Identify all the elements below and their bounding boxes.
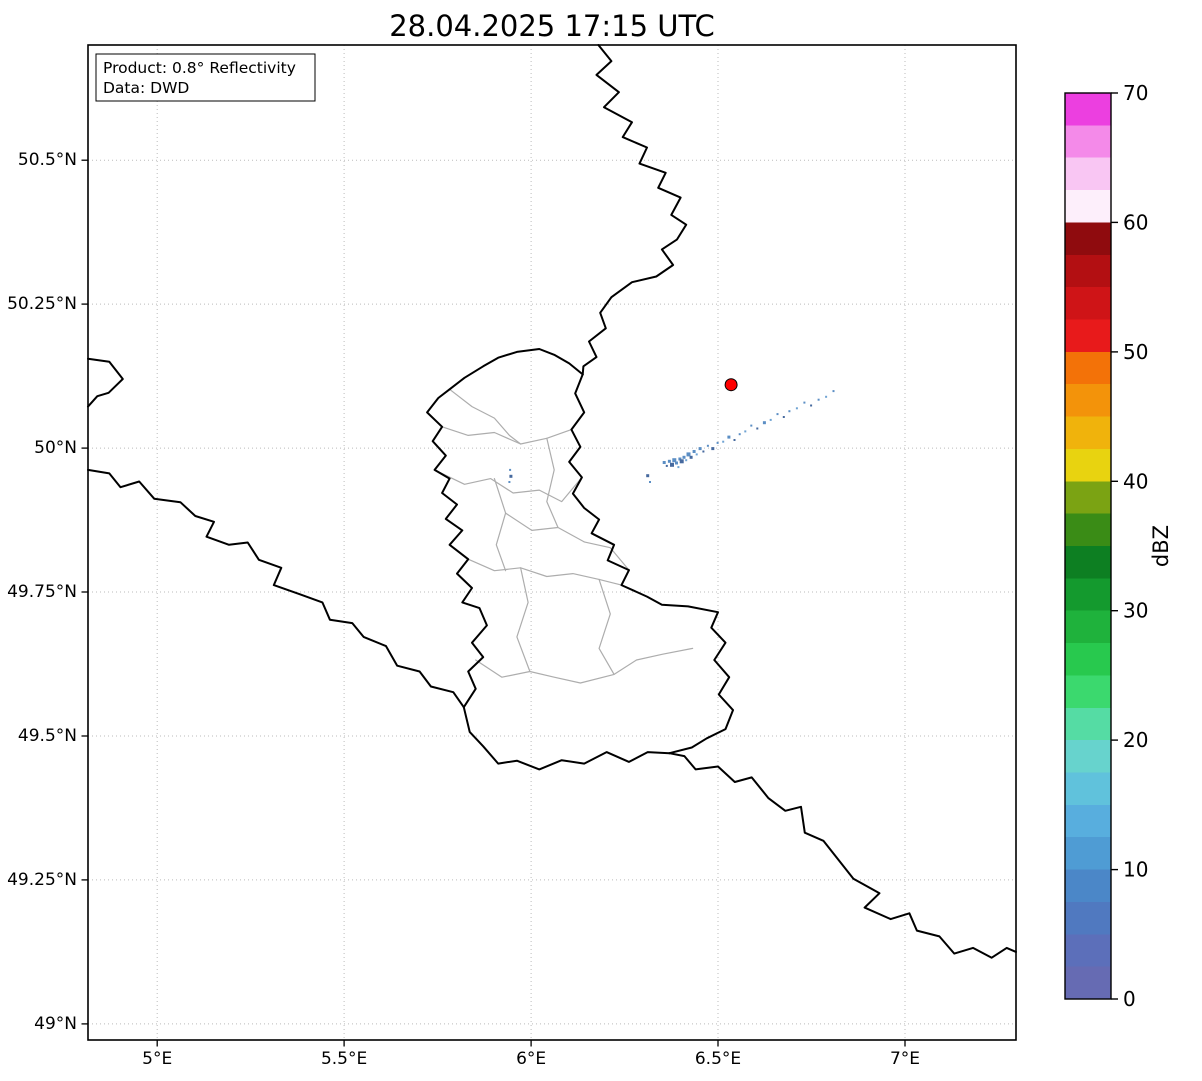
- annotation-source: Data: DWD: [103, 79, 189, 97]
- figure-title: 28.04.2025 17:15 UTC: [389, 9, 715, 43]
- radar-echo: [782, 416, 785, 418]
- radar-echo: [665, 464, 668, 467]
- canton-border: [583, 541, 630, 571]
- canton-border: [475, 647, 694, 684]
- radar-echo: [662, 461, 666, 464]
- colorbar-axis-label: dBZ: [1149, 525, 1173, 567]
- colorbar: [1064, 92, 1112, 1000]
- canton-border: [467, 558, 623, 586]
- radar-site-marker: [724, 378, 738, 392]
- radar-echo: [509, 468, 512, 471]
- y-tick-label: 50.25°N: [7, 294, 77, 314]
- y-tick-label: 49°N: [34, 1014, 77, 1034]
- radar-echo: [817, 398, 820, 401]
- canton-border: [546, 437, 585, 543]
- canton-border: [449, 388, 522, 445]
- colorbar-tick-label: 30: [1123, 599, 1148, 623]
- x-tick-label: 6.5°E: [695, 1049, 741, 1069]
- colorbar-tick-label: 60: [1123, 210, 1148, 234]
- radar-echo: [682, 455, 686, 459]
- canton-border: [516, 567, 531, 673]
- plot-frame: [87, 44, 1017, 1041]
- radar-echo: [776, 413, 779, 416]
- radar-echo: [744, 430, 747, 433]
- canton-border: [441, 426, 572, 445]
- radar-echo: [810, 404, 813, 407]
- colorbar-tick-label: 70: [1123, 81, 1148, 105]
- y-tick-label: 49.5°N: [18, 726, 77, 746]
- colorbar-tick-labels: 0 10 20 30 40 50 60 70: [1123, 81, 1148, 1011]
- radar-echo: [672, 458, 677, 463]
- radar-echo: [675, 461, 678, 465]
- x-tick-label: 5°E: [142, 1049, 172, 1069]
- x-tick-label: 5.5°E: [321, 1049, 367, 1069]
- radar-echo: [508, 481, 511, 483]
- canton-borders: [434, 388, 694, 684]
- canton-border: [505, 512, 559, 531]
- radar-echo: [646, 474, 650, 478]
- national-border: [568, 373, 734, 755]
- colorbar-tick-label: 0: [1123, 987, 1136, 1011]
- radar-echoes: [508, 390, 835, 483]
- national-border: [581, 44, 688, 376]
- radar-echo: [667, 459, 671, 463]
- national-border: [426, 348, 671, 771]
- y-tick-label: 50.5°N: [18, 150, 77, 170]
- x-tick-label: 7°E: [890, 1049, 920, 1069]
- y-tick-label: 49.75°N: [7, 582, 77, 602]
- radar-echo: [711, 447, 715, 451]
- colorbar-tick-label: 40: [1123, 469, 1148, 493]
- radar-echo: [788, 410, 791, 413]
- radar-echo: [689, 455, 693, 459]
- axis-labels: 5°E 5.5°E 6°E 6.5°E 7°E 50.5°N 50.25°N 50°N 49.7…: [7, 150, 920, 1069]
- annotation-product: Product: 0.8° Reflectivity: [103, 59, 296, 77]
- radar-echo: [716, 441, 719, 444]
- annotation-box: [95, 53, 316, 102]
- colorbar-tick-label: 50: [1123, 340, 1148, 364]
- radar-echo: [762, 421, 766, 425]
- radar-echo: [733, 439, 736, 441]
- radar-echo: [803, 401, 806, 404]
- canton-border: [493, 478, 507, 572]
- radar-echo: [677, 466, 680, 469]
- radar-echo: [795, 407, 798, 410]
- canton-border: [434, 469, 583, 503]
- gridlines: [88, 45, 1016, 1040]
- x-tick-label: 6°E: [516, 1049, 546, 1069]
- radar-site-marker-group: [724, 378, 738, 392]
- national-border: [87, 357, 124, 408]
- radar-echo: [706, 444, 709, 447]
- radar-echo: [832, 390, 835, 393]
- y-tick-label: 50°N: [34, 438, 77, 458]
- radar-echo: [727, 435, 731, 439]
- y-tick-label: 49.25°N: [7, 870, 77, 890]
- national-border: [668, 752, 1017, 959]
- radar-echo: [678, 457, 682, 461]
- radar-echo: [756, 427, 759, 430]
- colorbar-tick-label: 20: [1123, 728, 1148, 752]
- radar-echo: [509, 474, 513, 478]
- radar-echo: [679, 459, 684, 464]
- radar-echo: [670, 462, 674, 467]
- radar-echo: [769, 418, 772, 421]
- radar-echo: [750, 424, 753, 427]
- colorbar-tick-label: 10: [1123, 858, 1148, 882]
- radar-echo: [649, 481, 651, 483]
- radar-echo: [685, 459, 688, 462]
- radar-echo: [825, 395, 828, 398]
- colorbar-ticks: [1111, 92, 1118, 1000]
- canton-border: [598, 578, 615, 675]
- radar-echo: [692, 450, 696, 453]
- radar-echo: [695, 453, 698, 456]
- radar-echo: [702, 450, 705, 453]
- radar-echo: [686, 452, 691, 457]
- radar-echo: [698, 447, 702, 451]
- axis-ticks: [81, 159, 906, 1047]
- radar-echo: [722, 440, 725, 443]
- radar-echo: [738, 433, 741, 436]
- national-border: [87, 468, 465, 709]
- national-borders: [87, 44, 1017, 959]
